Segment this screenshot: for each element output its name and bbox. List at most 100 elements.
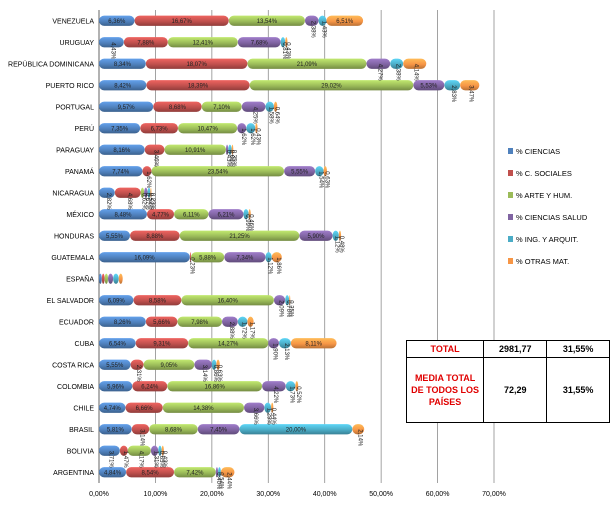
data-label: 0,46% (248, 214, 254, 232)
data-label: 0,64% (274, 107, 280, 125)
legend-label: % OTRAS MAT. (516, 257, 569, 266)
bar-segment (271, 402, 274, 413)
summary-total-percent: 31,55% (546, 340, 610, 358)
data-label: 8,88% (146, 234, 164, 240)
data-label: 8,68% (165, 427, 183, 433)
data-label: 0,43% (284, 42, 290, 60)
data-label: 5,88% (199, 255, 217, 261)
data-label: 10,47% (197, 126, 218, 132)
bar-segment (255, 123, 258, 134)
bar-segment (134, 15, 229, 26)
data-label: 18,39% (188, 83, 209, 89)
data-label: 2,38% (310, 21, 316, 39)
data-label: 0,52% (295, 386, 301, 404)
bar-segment (332, 230, 339, 241)
data-label: 16,40% (217, 298, 238, 304)
bar-segment (237, 37, 281, 48)
bar-segment (290, 338, 337, 349)
bar-segment (161, 445, 164, 456)
bar-segment (247, 58, 367, 69)
summary-total-value: 2981,77 (483, 340, 548, 358)
data-label: 10,91% (185, 148, 206, 154)
data-label: 2,14% (356, 429, 362, 447)
data-label: 1,90% (272, 343, 278, 361)
bar-segment (99, 123, 141, 134)
data-label: 0,63% (323, 171, 329, 189)
bar-segment (150, 445, 159, 456)
data-label: 6,21% (217, 212, 235, 218)
bar-segment (142, 166, 152, 177)
category-label: PERÚ (75, 124, 94, 133)
x-tick-label: 10,00% (144, 491, 168, 498)
category-label: COSTA RICA (52, 362, 94, 369)
data-label: 3,66% (252, 408, 258, 426)
data-label: 0,40% (215, 472, 221, 490)
bar-segment (99, 338, 136, 349)
bar-segment (147, 187, 151, 198)
bar-segment (262, 381, 286, 392)
data-label: 0,43% (225, 150, 231, 168)
category-label: COLOMBIA (57, 384, 94, 391)
category-label: ESPAÑA (66, 274, 94, 283)
bar-segment (118, 273, 123, 284)
bar-segment (318, 15, 327, 26)
bar-segment (99, 209, 147, 220)
bar-segment (366, 58, 391, 69)
bar-segment (150, 187, 152, 198)
bar-segment (215, 467, 219, 478)
data-label: 5,55% (106, 363, 124, 369)
bar-segment (108, 273, 114, 284)
category-label: ARGENTINA (53, 470, 94, 477)
data-label: 3,46% (153, 150, 159, 168)
bar-segment (279, 338, 291, 349)
bar-segment (99, 402, 126, 413)
bar-segment (188, 338, 269, 349)
bar-segment (222, 316, 238, 327)
data-label: 8,34% (114, 62, 132, 68)
legend-label: % ING. Y ARQUIT. (516, 235, 578, 244)
category-label: CHILE (73, 405, 94, 412)
data-label: 7,10% (213, 105, 231, 111)
data-label: 21,09% (297, 62, 318, 68)
bar-segment (237, 316, 248, 327)
data-label: 4,22% (272, 386, 278, 404)
bar-segment (220, 467, 235, 478)
bar-segment (144, 187, 148, 198)
data-label: 0,35% (230, 150, 236, 168)
data-label: 0,54% (217, 472, 223, 490)
data-label: 0,48% (338, 236, 344, 254)
data-label: 0,99% (244, 214, 250, 232)
bar-segment (247, 316, 254, 327)
bar-segment (390, 58, 404, 69)
data-label: 0,67% (144, 193, 150, 211)
category-label: PUERTO RICO (46, 83, 95, 90)
bar-segment (146, 209, 175, 220)
bar-segment (285, 295, 290, 306)
x-tick-label: 0,00% (89, 491, 109, 498)
bar-segment (208, 209, 244, 220)
summary-total-label: TOTAL (405, 340, 485, 358)
data-label: 1,43% (320, 21, 326, 39)
bar-segment (323, 166, 327, 177)
data-label: 7,45% (210, 427, 228, 433)
data-label: 1,29% (266, 408, 272, 426)
bar-segment (285, 37, 288, 48)
data-label: 1,73% (289, 386, 295, 404)
data-label: 0,23% (149, 193, 155, 211)
bar-segment (280, 37, 286, 48)
legend-swatch (508, 236, 513, 242)
bar-segment (144, 144, 165, 155)
category-label: GUATEMALA (51, 255, 94, 262)
data-label: 0,25% (288, 300, 294, 318)
bar-segment (99, 144, 145, 155)
bar-segment (211, 359, 217, 370)
data-label: 4,74% (104, 406, 122, 412)
bar-segment (174, 467, 216, 478)
bar-segment (99, 445, 120, 456)
data-label: 3,71% (107, 451, 113, 469)
data-label: 2,31% (135, 365, 141, 383)
data-label: 5,53% (420, 83, 438, 89)
bar-segment (99, 381, 133, 392)
data-label: 14,27% (218, 341, 239, 347)
